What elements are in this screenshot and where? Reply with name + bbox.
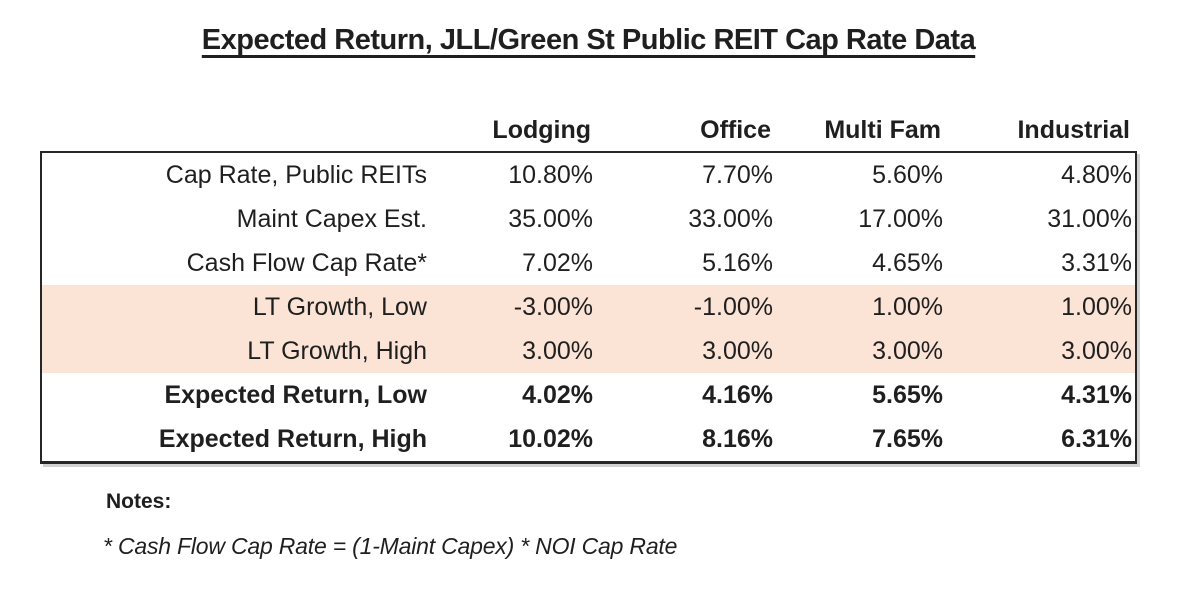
value-cell: 6.31% bbox=[1061, 424, 1132, 453]
footnote-text: * Cash Flow Cap Rate = (1-Maint Capex) *… bbox=[103, 533, 678, 559]
table-row-lt-growth-low: LT Growth, Low -3.00% -1.00% 1.00% 1.00% bbox=[42, 285, 1135, 329]
row-label: Cap Rate, Public REITs bbox=[165, 160, 427, 189]
chart-title: Expected Return, JLL/Green St Public REI… bbox=[201, 24, 976, 56]
value-cell: 35.00% bbox=[508, 204, 593, 233]
value-cell: 17.00% bbox=[858, 204, 943, 233]
value-cell: 1.00% bbox=[872, 292, 943, 321]
column-header-lodging: Lodging bbox=[492, 115, 591, 144]
value-cell: 4.31% bbox=[1061, 380, 1132, 409]
table-row-cap-rate: Cap Rate, Public REITs 10.80% 7.70% 5.60… bbox=[42, 153, 1135, 197]
value-cell: 3.31% bbox=[1061, 248, 1132, 277]
value-cell: -1.00% bbox=[693, 292, 773, 321]
value-cell: 33.00% bbox=[688, 204, 773, 233]
value-cell: 31.00% bbox=[1047, 204, 1132, 233]
table-body: Cap Rate, Public REITs 10.80% 7.70% 5.60… bbox=[40, 151, 1137, 464]
value-cell: 3.00% bbox=[1061, 336, 1132, 365]
value-cell: 10.80% bbox=[508, 160, 593, 189]
row-label: Cash Flow Cap Rate* bbox=[186, 248, 427, 277]
column-header-industrial: Industrial bbox=[1017, 115, 1130, 144]
value-cell: 7.02% bbox=[522, 248, 593, 277]
value-cell: 3.00% bbox=[872, 336, 943, 365]
table-row-expected-return-low: Expected Return, Low 4.02% 4.16% 5.65% 4… bbox=[42, 373, 1135, 417]
value-cell: 4.16% bbox=[702, 380, 773, 409]
value-cell: 5.16% bbox=[702, 248, 773, 277]
value-cell: 5.60% bbox=[872, 160, 943, 189]
row-label: LT Growth, High bbox=[247, 336, 427, 365]
column-header-multi-fam: Multi Fam bbox=[824, 115, 941, 144]
value-cell: 7.70% bbox=[702, 160, 773, 189]
row-label: Expected Return, Low bbox=[164, 380, 427, 409]
value-cell: 7.65% bbox=[872, 424, 943, 453]
value-cell: 3.00% bbox=[702, 336, 773, 365]
value-cell: 1.00% bbox=[1061, 292, 1132, 321]
table-row-expected-return-high: Expected Return, High 10.02% 8.16% 7.65%… bbox=[42, 417, 1135, 461]
table-row-cash-flow-cap-rate: Cash Flow Cap Rate* 7.02% 5.16% 4.65% 3.… bbox=[42, 241, 1135, 285]
value-cell: 4.02% bbox=[522, 380, 593, 409]
notes-heading: Notes: bbox=[106, 490, 172, 513]
value-cell: 4.80% bbox=[1061, 160, 1132, 189]
table-header-row: Lodging Office Multi Fam Industrial bbox=[40, 110, 1137, 150]
table-row-maint-capex: Maint Capex Est. 35.00% 33.00% 17.00% 31… bbox=[42, 197, 1135, 241]
value-cell: 8.16% bbox=[702, 424, 773, 453]
value-cell: 10.02% bbox=[508, 424, 593, 453]
row-label: Maint Capex Est. bbox=[236, 204, 427, 233]
value-cell: 3.00% bbox=[522, 336, 593, 365]
column-header-office: Office bbox=[700, 115, 771, 144]
value-cell: -3.00% bbox=[513, 292, 593, 321]
value-cell: 5.65% bbox=[872, 380, 943, 409]
value-cell: 4.65% bbox=[872, 248, 943, 277]
row-label: LT Growth, Low bbox=[252, 292, 427, 321]
table-row-lt-growth-high: LT Growth, High 3.00% 3.00% 3.00% 3.00% bbox=[42, 329, 1135, 373]
row-label: Expected Return, High bbox=[158, 424, 427, 453]
